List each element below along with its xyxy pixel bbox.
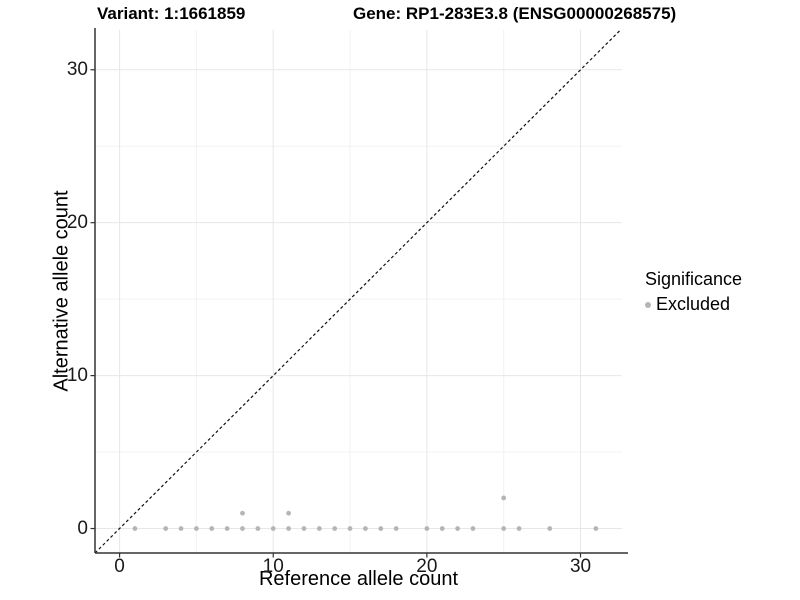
data-point [286, 510, 291, 516]
data-point [301, 526, 307, 531]
data-point [270, 526, 276, 531]
x-tick-label: 30 [569, 556, 592, 577]
data-point [240, 526, 245, 531]
data-point [547, 526, 553, 531]
data-point [363, 526, 368, 531]
data-point [194, 526, 199, 531]
data-point [424, 526, 430, 531]
data-point [593, 526, 599, 531]
legend-item-label: Excluded [656, 294, 731, 314]
data-point [255, 526, 261, 531]
x-tick-label: 20 [416, 556, 438, 577]
data-point [178, 526, 184, 531]
x-tick-label: 0 [114, 556, 125, 577]
x-axis-title: Reference allele count [258, 568, 458, 590]
legend-title: Significance [645, 269, 743, 289]
excluded-point-icon [645, 301, 651, 308]
data-point [316, 526, 322, 531]
data-point [209, 526, 215, 531]
data-point [132, 526, 138, 531]
identity-line [95, 30, 622, 553]
data-point [240, 510, 245, 516]
data-point [332, 526, 338, 531]
data-point [393, 526, 399, 531]
data-point [501, 495, 507, 501]
data-point [470, 526, 476, 531]
data-point [455, 526, 461, 531]
data-point [439, 526, 445, 531]
data-point [347, 526, 353, 531]
data-point [163, 526, 169, 531]
y-tick-label: 30 [66, 58, 88, 80]
y-tick-label: 20 [66, 211, 88, 233]
x-tick-label: 10 [262, 556, 284, 577]
y-tick-label: 0 [77, 517, 88, 539]
gene-title: Gene: RP1-283E3.8 (ENSG00000268575) [353, 4, 677, 23]
variant-title: Variant: 1:1661859 [97, 4, 246, 23]
data-point [516, 526, 522, 531]
y-tick-label: 10 [66, 364, 88, 386]
legend: Significance Excluded [645, 269, 742, 315]
data-point [378, 526, 384, 531]
data-point [224, 526, 230, 531]
data-point [286, 526, 291, 531]
legend-item-excluded: Excluded [645, 294, 742, 315]
data-point [501, 526, 507, 531]
